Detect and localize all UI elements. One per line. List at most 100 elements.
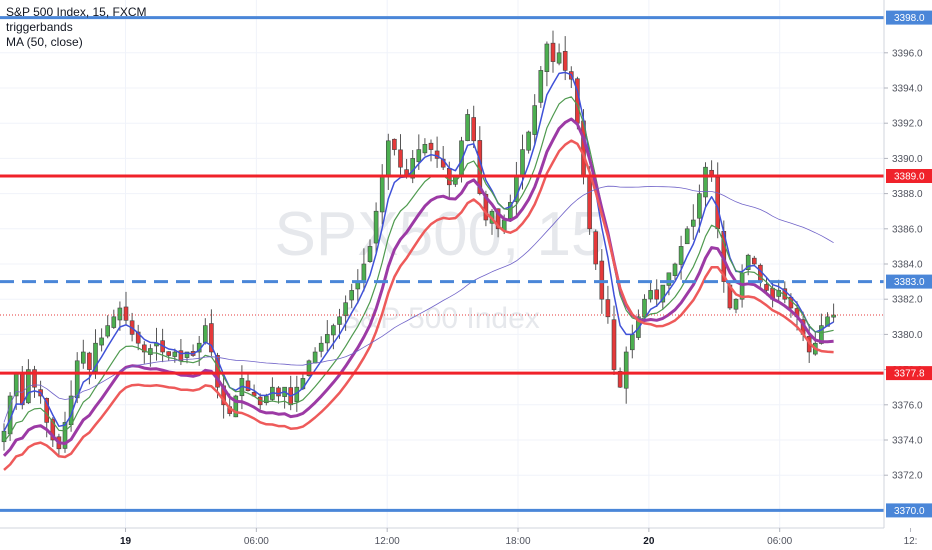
level-badge-3389.0[interactable] (886, 169, 932, 183)
price-tick-label: 3392.0 (892, 119, 923, 130)
candle-body (379, 175, 385, 213)
candle-body (331, 325, 336, 336)
candle-body (361, 263, 367, 282)
legend-indicator-ma[interactable]: MA (50, close) (6, 35, 83, 49)
candle-body (318, 342, 324, 352)
candle-body (245, 380, 251, 392)
watermark-description: S&P 500 Index (340, 302, 540, 335)
candle-body (135, 331, 141, 344)
candle-body (660, 284, 666, 303)
price-tick-label: 3374.0 (892, 436, 923, 447)
candle-body (209, 323, 214, 353)
candle-body (764, 284, 769, 291)
candle-body (123, 306, 129, 321)
candle-body (324, 334, 330, 344)
time-tick-label: 18:00 (506, 536, 531, 547)
candle-body (50, 418, 56, 441)
candle-body (703, 166, 708, 198)
ma-50-line (3, 185, 834, 423)
price-tick-label: 3388.0 (892, 189, 923, 200)
price-tick-label: 3380.0 (892, 330, 923, 341)
candle-body (678, 246, 684, 265)
candle-body (684, 228, 690, 245)
candle-body (111, 316, 117, 328)
candle-body (215, 355, 220, 388)
candle-body (672, 263, 678, 276)
level-badge-3370.0[interactable] (886, 503, 932, 518)
candle-body (172, 351, 178, 357)
candle-body (166, 351, 171, 356)
candle-body (276, 387, 281, 397)
candle-body (642, 298, 647, 318)
candle-body (556, 52, 562, 64)
candle-body (62, 422, 68, 449)
candle-body (233, 395, 239, 418)
time-tick-label: 19 (120, 536, 132, 547)
candle-body (605, 299, 611, 318)
candle-body (434, 150, 440, 159)
candle-body (666, 272, 672, 286)
candle-body (373, 210, 379, 244)
candle-body (349, 290, 355, 301)
level-badge-label: 3377.8 (894, 369, 925, 380)
ma-line-blue (3, 71, 834, 432)
price-tick-label: 3376.0 (892, 400, 923, 411)
legend-symbol[interactable]: S&P 500 Index, 15, FXCM (6, 5, 147, 19)
level-badge-label: 3389.0 (894, 172, 925, 183)
candle-body (751, 257, 757, 265)
candle-body (587, 175, 592, 230)
candle-body (593, 231, 599, 265)
candle-body (648, 290, 653, 300)
candle-body (550, 42, 556, 62)
chart-legend: S&P 500 Index, 15, FXCM triggerbands MA … (6, 5, 147, 50)
candle-body (526, 131, 531, 151)
candle-body (367, 246, 373, 262)
level-badge-3377.8[interactable] (886, 366, 932, 381)
watermark-symbol: SPX500, 15 (275, 200, 606, 269)
candle-body (343, 302, 348, 316)
level-badge-3383.0[interactable] (886, 274, 932, 289)
price-tick-label: 3394.0 (892, 84, 923, 95)
price-tick-label: 3382.0 (892, 295, 923, 306)
candle-body (465, 114, 470, 142)
candle-body (745, 254, 751, 270)
candle-body (93, 342, 98, 372)
candle-body (532, 105, 538, 135)
candle-body (398, 149, 403, 168)
candle-body (117, 307, 123, 321)
price-tick-label: 3372.0 (892, 471, 923, 482)
time-tick-label: 20 (643, 536, 655, 547)
candle-body (142, 344, 147, 353)
candle-body (44, 397, 50, 423)
candle-body (32, 369, 37, 388)
legend-indicator-triggerbands[interactable]: triggerbands (6, 20, 73, 34)
time-tick-label: 12:00 (375, 536, 400, 547)
ma-line-red (3, 139, 834, 471)
candle-body (416, 149, 422, 163)
candle-body (544, 43, 550, 72)
level-badge-3398.0[interactable] (886, 10, 932, 25)
candle-body (81, 351, 86, 364)
candle-body (312, 351, 318, 364)
candle-body (148, 348, 153, 355)
candle-body (392, 138, 397, 150)
candle-body (483, 193, 489, 221)
candle-body (776, 290, 782, 297)
candle-body (697, 193, 702, 219)
candle-body (337, 316, 342, 325)
ma-line-green (3, 96, 834, 443)
candle-body (715, 177, 721, 230)
candle-body (538, 70, 544, 103)
candle-body (105, 325, 110, 337)
candle-body (617, 371, 623, 388)
candle-body (422, 144, 428, 154)
candle-body (831, 314, 836, 318)
time-axis (0, 528, 932, 550)
time-tick-label: 12: (904, 536, 918, 547)
candle-body (629, 334, 635, 351)
candle-body (99, 337, 104, 346)
level-badge-label: 3383.0 (894, 277, 925, 288)
time-tick-label: 06:00 (767, 536, 792, 547)
candle-body (385, 140, 391, 177)
